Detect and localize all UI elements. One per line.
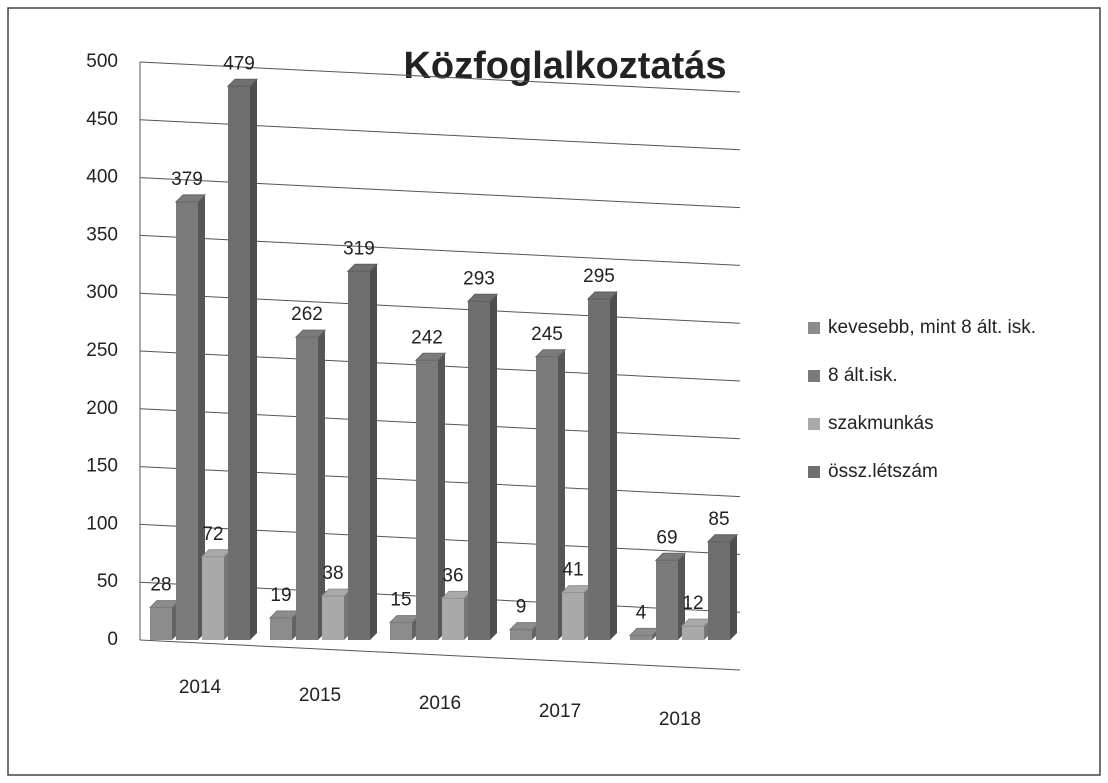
legend-label: szakmunkás [828, 413, 934, 434]
bar-top [346, 263, 379, 272]
value-label: 69 [656, 527, 677, 548]
value-label: 319 [343, 238, 375, 259]
bar [348, 271, 370, 640]
bar [270, 618, 292, 640]
y-tick-label: 300 [86, 282, 118, 303]
value-label: 295 [583, 266, 615, 287]
y-tick-label: 200 [86, 398, 118, 419]
value-label: 19 [270, 585, 291, 606]
x-tick-label: 2015 [299, 685, 341, 706]
y-tick-label: 0 [107, 629, 118, 650]
bar [656, 560, 678, 640]
bar [442, 598, 464, 640]
y-tick-label: 400 [86, 167, 118, 188]
bar-top [414, 352, 447, 361]
legend-swatch [808, 466, 820, 478]
chart-border [7, 7, 1101, 776]
value-label: 15 [390, 590, 411, 611]
bar [536, 356, 558, 640]
bar [468, 301, 490, 640]
bar-side [730, 534, 737, 640]
legend-label: össz.létszám [828, 461, 938, 482]
value-label: 36 [442, 565, 463, 586]
legend-label: 8 ált.isk. [828, 365, 898, 386]
bar-top [174, 194, 207, 203]
grid-line [139, 639, 741, 671]
y-tick-label: 50 [97, 571, 118, 592]
bar-top [654, 552, 687, 561]
legend-swatch [808, 370, 820, 382]
value-label: 379 [171, 169, 203, 190]
value-label: 479 [223, 53, 255, 74]
bar-side [678, 553, 685, 640]
value-label: 242 [411, 327, 443, 348]
bar [562, 592, 584, 640]
x-tick-label: 2018 [659, 709, 701, 730]
legend-swatch [808, 322, 820, 334]
bar-side [438, 353, 445, 640]
bar-side [370, 264, 377, 640]
value-label: 4 [636, 602, 647, 623]
bar [708, 541, 730, 640]
bar [416, 360, 438, 640]
bar-top [706, 534, 739, 543]
bar [682, 626, 704, 640]
value-label: 262 [291, 304, 323, 325]
bar-side [318, 330, 325, 640]
bar-top [534, 349, 567, 358]
bar [322, 596, 344, 640]
bar [296, 337, 318, 640]
bar-side [198, 194, 205, 640]
value-label: 12 [682, 593, 703, 614]
value-label: 245 [531, 324, 563, 345]
y-tick-label: 500 [86, 51, 118, 72]
bar-side [490, 294, 497, 640]
bar [202, 556, 224, 640]
x-tick-label: 2016 [419, 693, 461, 714]
y-tick-label: 100 [86, 513, 118, 534]
value-label: 38 [322, 563, 343, 584]
bar-top [226, 78, 259, 87]
chart-title: Közfoglalkoztatás [403, 45, 726, 87]
bar-side [610, 291, 617, 640]
bar [588, 298, 610, 640]
value-label: 85 [708, 509, 729, 530]
bar [510, 629, 532, 640]
value-label: 28 [150, 575, 171, 596]
bar-top [294, 329, 327, 338]
x-tick-label: 2017 [539, 701, 581, 722]
y-tick-label: 450 [86, 109, 118, 130]
bar-side [250, 79, 257, 640]
y-tick-label: 350 [86, 224, 118, 245]
bar [150, 607, 172, 640]
bar-side [558, 349, 565, 640]
value-label: 41 [562, 560, 583, 581]
bar-top [586, 291, 619, 300]
legend-swatch [808, 418, 820, 430]
bar-top [466, 293, 499, 302]
value-label: 293 [463, 268, 495, 289]
bar [390, 622, 412, 640]
y-tick-label: 250 [86, 340, 118, 361]
y-tick-label: 150 [86, 456, 118, 477]
value-label: 9 [516, 597, 527, 618]
legend-label: kevesebb, mint 8 ált. isk. [828, 317, 1036, 338]
bar [176, 201, 198, 640]
grid-line [139, 61, 741, 93]
bar [228, 86, 250, 640]
x-tick-label: 2014 [179, 677, 222, 698]
bar [630, 635, 652, 640]
value-label: 72 [202, 524, 223, 545]
